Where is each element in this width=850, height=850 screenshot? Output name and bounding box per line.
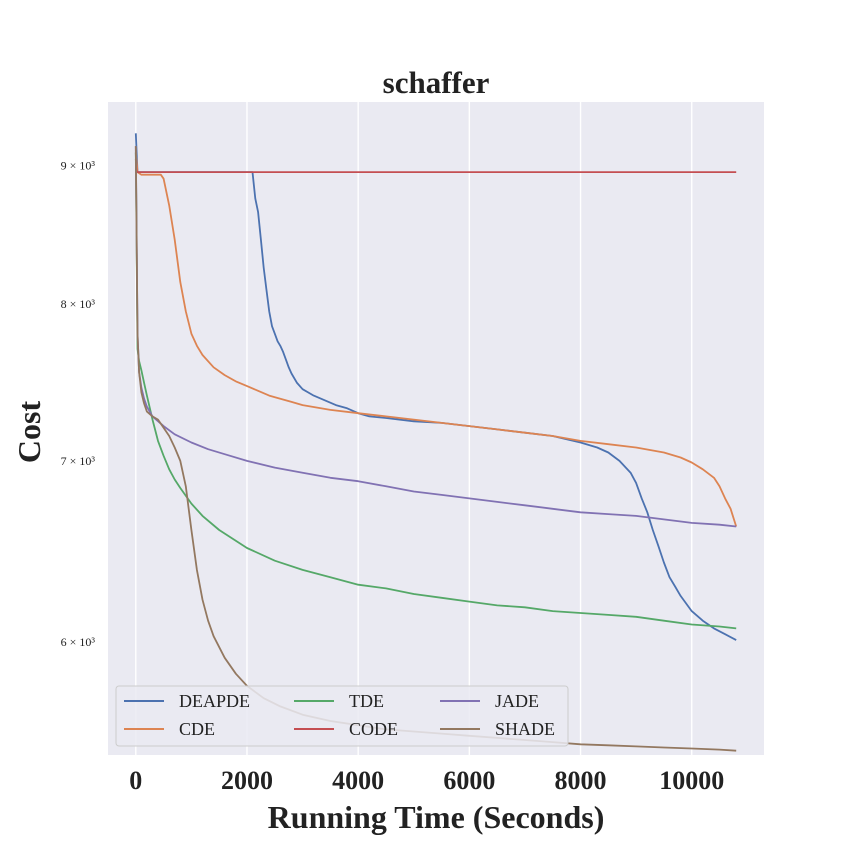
legend: DEAPDE CDE TDE CODE JADE SHADE xyxy=(115,685,569,747)
x-tick-label-0: 0 xyxy=(129,766,142,795)
x-tick-label-3: 6000 xyxy=(443,766,495,795)
x-tick-label-2: 4000 xyxy=(332,766,384,795)
y-tick-label-1: 7 × 10³ xyxy=(61,454,96,468)
x-tick-label-5: 10000 xyxy=(659,766,724,795)
grid-lines xyxy=(135,102,693,755)
x-tick-label-1: 2000 xyxy=(221,766,273,795)
plot-background xyxy=(108,102,764,755)
legend-label-code: CODE xyxy=(349,719,398,739)
legend-label-shade: SHADE xyxy=(495,719,555,739)
y-axis-label: Cost xyxy=(11,401,47,464)
legend-label-cde: CDE xyxy=(179,719,215,739)
series-line-cde xyxy=(134,152,738,527)
legend-label-jade: JADE xyxy=(495,691,539,711)
legend-label-deapde: DEAPDE xyxy=(179,691,250,711)
x-tick-label-4: 8000 xyxy=(555,766,607,795)
legend-label-tde: TDE xyxy=(349,691,384,711)
y-tick-label-2: 8 × 10³ xyxy=(61,297,96,311)
series-line-deapde xyxy=(134,133,737,641)
series-line-jade xyxy=(134,146,737,528)
y-tick-labels: 6 × 10³ 7 × 10³ 8 × 10³ 9 × 10³ xyxy=(61,159,96,649)
x-axis-label: Running Time (Seconds) xyxy=(268,799,605,835)
y-tick-label-0: 6 × 10³ xyxy=(61,635,96,649)
series-line-tde xyxy=(134,152,737,630)
y-tick-label-3: 9 × 10³ xyxy=(61,159,96,173)
chart-title: schaffer xyxy=(383,65,490,100)
x-tick-labels: 0 2000 4000 6000 8000 10000 xyxy=(129,766,724,795)
